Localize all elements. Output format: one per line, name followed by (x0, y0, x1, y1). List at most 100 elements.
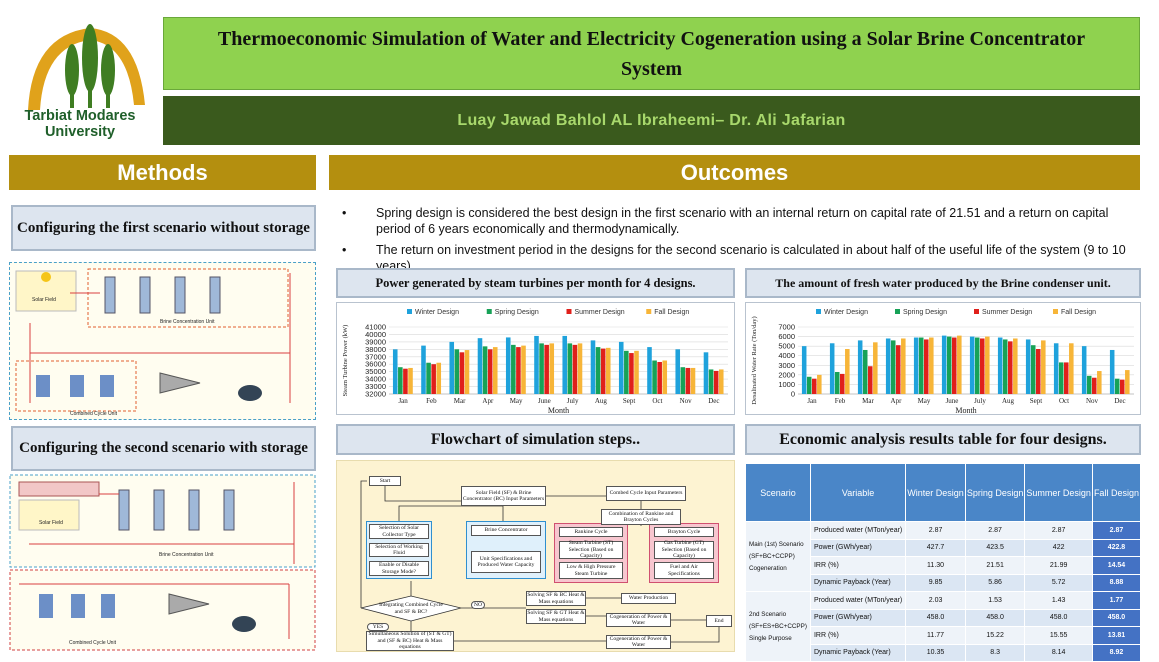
diagram-label: Brine Concentration Unit (159, 552, 214, 558)
x-tick-label: Aug (1002, 397, 1015, 405)
bar (952, 337, 957, 394)
legend-swatch (1053, 309, 1058, 314)
y-tick-label: 33000 (365, 382, 386, 391)
y-tick-label: 4000 (778, 351, 795, 360)
bar (924, 339, 929, 394)
value-cell: 9.85 (905, 573, 966, 592)
value-cell: 422 (1024, 538, 1093, 557)
value-cell: 422.8 (1091, 538, 1142, 557)
legend-label: Winter Design (415, 309, 459, 316)
bar (974, 337, 980, 394)
flow-node: Low & High Pressure Steam Turbine (559, 562, 623, 579)
flow-node: Combed Cycle Input Parameters (606, 486, 686, 501)
flow-node: Steam Turbine (ST) Selection (Based on C… (559, 540, 623, 559)
flowchart-title: Flowchart of simulation steps.. (336, 424, 735, 455)
bar (868, 366, 873, 394)
flow-node: Cogeneration of Power & Water (606, 613, 671, 627)
bar (845, 349, 850, 394)
bar (539, 343, 544, 394)
value-cell: 8.88 (1091, 573, 1142, 592)
legend-label: Summer Design (982, 309, 1032, 316)
bar (980, 338, 985, 394)
bar (890, 340, 896, 394)
bar (605, 347, 611, 394)
value-cell: 5.86 (964, 573, 1026, 592)
y-tick-label: 5000 (778, 342, 795, 351)
x-tick-label: Sept (623, 397, 636, 405)
legend-label: Summer Design (575, 309, 625, 316)
x-tick-label: Jan (807, 397, 817, 405)
x-tick-label: June (946, 397, 959, 405)
variable-cell: IRR (%) (809, 556, 907, 575)
bar (647, 347, 652, 394)
bar (459, 352, 465, 394)
bar (997, 337, 1003, 394)
x-tick-label: Apr (891, 397, 903, 405)
table-row: 2nd Scenario (SF+ES+BC+CCPP) Single Purpos… (745, 591, 1142, 662)
flow-node: Water Production (621, 593, 676, 604)
variable-cell: Produced water (MTon/year) (809, 591, 907, 610)
table-row: IRR (%) 11.77 15.22 15.55 13.81 (746, 626, 1142, 645)
legend-swatch (486, 309, 492, 314)
bar (590, 340, 596, 394)
bar (801, 346, 807, 394)
bar (482, 346, 488, 394)
y-tick-label: 7000 (778, 323, 795, 332)
bar (806, 376, 812, 394)
bar (449, 341, 455, 394)
scenario-line: Single Purpose (749, 634, 792, 642)
bar (505, 337, 511, 394)
variable-cell: Dynamic Payback (Year) (809, 643, 907, 662)
chart-title: Power generated by steam turbines per mo… (336, 268, 735, 298)
y-axis-label: Desalinated Water Rate (Ton/day) (751, 316, 758, 404)
x-axis-label: Month (548, 406, 569, 415)
legend-swatch (895, 309, 900, 314)
bar (426, 362, 431, 394)
bar (946, 336, 952, 394)
scenario-diagram: Solar Field Brine Concentration Unit Com… (9, 262, 316, 420)
table-title: Economic analysis results table for four… (745, 424, 1141, 455)
bar (703, 352, 709, 394)
flow-node: Simultaneous Solution of (ST & GT) and (… (366, 631, 454, 651)
bar (713, 370, 719, 394)
x-tick-label: Mar (862, 397, 874, 405)
bar (624, 350, 629, 394)
chart-title: The amount of fresh water produced by th… (745, 268, 1141, 298)
x-tick-label: Apr (482, 397, 494, 405)
x-tick-label: Dec (1114, 397, 1125, 405)
value-cell: 458.0 (1024, 608, 1093, 627)
value-cell: 427.7 (905, 538, 966, 557)
x-tick-label: Mar (454, 397, 466, 405)
bar (690, 367, 696, 394)
bar (652, 360, 657, 394)
flow-node: Unit Specifications and Produced Water C… (471, 551, 541, 573)
x-tick-label: Oct (1059, 397, 1069, 405)
flow-node: Fuel and Air Specifications (654, 562, 714, 579)
scenario-line: Cogeneration (749, 564, 787, 572)
legend-swatch (816, 309, 821, 314)
table-row: Main (1st) Scenario (SF+BC+CCPP) Cogenerat… (745, 521, 1142, 592)
value-cell: 2.87 (905, 521, 966, 540)
bar (1041, 340, 1046, 394)
x-tick-label: Feb (426, 397, 437, 405)
logo-text: Tarbiat Modares (25, 108, 136, 124)
bar (834, 371, 840, 394)
bar (595, 347, 601, 394)
diagram-label: Brine Concentration Unit (160, 319, 215, 325)
y-tick-label: 2000 (778, 370, 795, 379)
bar (913, 337, 919, 394)
bar (511, 344, 516, 394)
x-tick-label: June (538, 397, 551, 405)
diagram-label: Combined Cycle Unit (69, 640, 117, 646)
bar (929, 337, 934, 394)
flow-node: Start (369, 476, 401, 486)
value-cell: 11.77 (905, 626, 966, 645)
x-tick-label: Jan (398, 397, 408, 405)
value-cell: 14.54 (1091, 556, 1142, 575)
authors: Luay Jawad Bahlol AL Ibraheemi– Dr. Ali … (163, 96, 1140, 145)
flow-node: Cogeneration of Power & Water (606, 635, 671, 649)
y-tick-label: 34000 (365, 375, 386, 384)
bar (918, 337, 924, 394)
bar (572, 344, 578, 394)
